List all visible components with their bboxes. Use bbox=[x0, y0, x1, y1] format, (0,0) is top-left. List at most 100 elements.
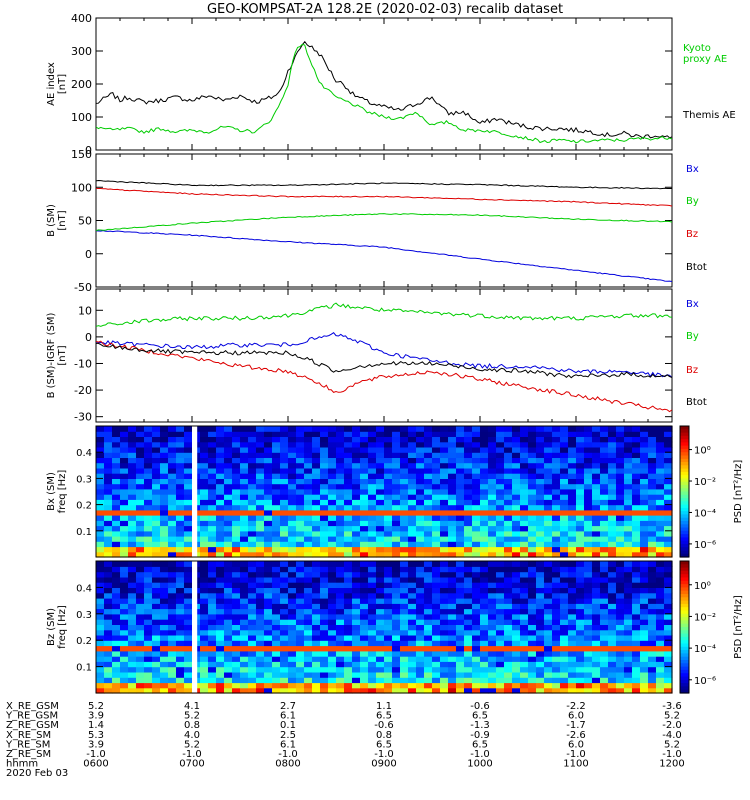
spectrogram-cell bbox=[312, 483, 321, 490]
spectrogram-cell bbox=[96, 587, 105, 594]
spectrogram-cell bbox=[456, 488, 465, 495]
spectrogram-cell bbox=[592, 608, 601, 615]
spectrogram-cell bbox=[184, 619, 193, 625]
spectrogram-cell bbox=[176, 619, 185, 625]
spectrogram-cell bbox=[304, 587, 313, 594]
spectrogram-cell bbox=[288, 478, 297, 485]
spectrogram-cell bbox=[360, 566, 369, 573]
spectrogram-cell bbox=[384, 452, 393, 458]
colorbar-segment bbox=[680, 521, 689, 525]
spectrogram-cell bbox=[208, 582, 217, 588]
spectrogram-cell bbox=[208, 447, 217, 453]
spectrogram-column bbox=[504, 561, 513, 694]
spectrogram-cell bbox=[168, 426, 177, 432]
spectrogram-cell bbox=[464, 483, 473, 490]
spectrogram-cell bbox=[432, 462, 441, 469]
spectrogram-cell bbox=[264, 650, 273, 657]
spectrogram-cell bbox=[336, 656, 345, 662]
spectrogram-cell bbox=[608, 536, 617, 542]
spectrogram-cell bbox=[552, 613, 561, 620]
spectrogram-cell bbox=[424, 457, 433, 464]
spectrogram-cell bbox=[232, 571, 241, 578]
spectrogram-cell bbox=[200, 478, 209, 485]
spectrogram-cell bbox=[312, 613, 321, 620]
spectrogram-cell bbox=[504, 515, 513, 521]
spectrogram-cell bbox=[320, 488, 329, 495]
spectrogram-cell bbox=[424, 671, 433, 678]
spectrogram-cell bbox=[288, 603, 297, 610]
spectrogram-cell bbox=[624, 561, 633, 567]
spectrogram-cell bbox=[352, 546, 361, 553]
spectrogram-cell bbox=[224, 499, 233, 506]
spectrogram-cell bbox=[248, 530, 257, 537]
spectrogram-column bbox=[392, 561, 401, 694]
spectrogram-column bbox=[200, 426, 209, 558]
spectrogram-cell bbox=[168, 666, 177, 673]
spectrogram-cell bbox=[248, 624, 257, 631]
spectrogram-cell bbox=[392, 613, 401, 620]
spectrogram-cell bbox=[320, 677, 329, 684]
spectrogram-cell bbox=[576, 592, 585, 599]
spectrogram-cell bbox=[416, 587, 425, 594]
spectrogram-cell bbox=[176, 452, 185, 458]
spectrogram-cell bbox=[232, 483, 241, 490]
spectrogram-cell bbox=[488, 536, 497, 542]
spectrogram-cell bbox=[264, 687, 273, 694]
spectrogram-cell bbox=[664, 546, 673, 553]
spectrogram-cell bbox=[232, 520, 241, 527]
spectrogram-cell bbox=[584, 687, 593, 694]
spectrogram-cell bbox=[640, 619, 649, 625]
spectrogram-cell bbox=[312, 603, 321, 610]
spectrogram-column bbox=[656, 426, 665, 558]
spectrogram-cell bbox=[608, 551, 617, 558]
y-tick-label: -30 bbox=[74, 411, 92, 424]
spectrogram-cell bbox=[312, 478, 321, 485]
spectrogram-cell bbox=[136, 592, 145, 599]
spectrogram-column bbox=[368, 561, 377, 694]
spectrogram-cell bbox=[392, 656, 401, 662]
spectrogram-cell bbox=[592, 520, 601, 527]
spectrogram-cell bbox=[512, 666, 521, 673]
spectrogram-cell bbox=[392, 687, 401, 694]
spectrogram-cell bbox=[96, 457, 105, 464]
spectrogram-cell bbox=[624, 431, 633, 437]
spectrogram-column bbox=[648, 561, 657, 694]
spectrogram-cell bbox=[184, 608, 193, 615]
spectrogram-cell bbox=[264, 515, 273, 521]
spectrogram-column bbox=[384, 426, 393, 558]
spectrogram-cell bbox=[616, 687, 625, 694]
spectrogram-cell bbox=[568, 566, 577, 573]
spectrogram-cell bbox=[344, 483, 353, 490]
spectrogram-cell bbox=[568, 447, 577, 453]
spectrogram-cell bbox=[344, 551, 353, 558]
spectrogram-cell bbox=[160, 536, 169, 542]
spectrogram-cell bbox=[160, 682, 169, 689]
spectrogram-cell bbox=[464, 494, 473, 500]
spectrogram-cell bbox=[176, 504, 185, 511]
spectrogram-cell bbox=[224, 551, 233, 558]
spectrogram-column bbox=[152, 561, 161, 694]
spectrogram-cell bbox=[648, 473, 657, 479]
spectrogram-cell bbox=[392, 525, 401, 532]
ephem-row: Z_RE_SM -1.0 -1.0 -1.0 -1.0 -1.0 -1.0 -1.0 bbox=[6, 749, 682, 760]
spectrogram-cell bbox=[448, 436, 457, 443]
spectrogram-cell bbox=[208, 619, 217, 625]
spectrogram-cell bbox=[560, 462, 569, 469]
ephem-value: 3.9 bbox=[88, 739, 104, 750]
spectrogram-column bbox=[544, 426, 553, 558]
spectrogram-cell bbox=[424, 536, 433, 542]
spectrogram-cell bbox=[128, 592, 137, 599]
spectrogram-cell bbox=[136, 426, 145, 432]
spectrogram-cell bbox=[360, 467, 369, 474]
colorbar-segment bbox=[680, 524, 689, 529]
spectrogram-cell bbox=[344, 603, 353, 610]
spectrogram-cell bbox=[120, 447, 129, 453]
spectrogram-cell bbox=[272, 551, 281, 558]
spectrogram-cell bbox=[208, 629, 217, 636]
spectrogram-cell bbox=[112, 483, 121, 490]
spectrogram-cell bbox=[520, 467, 529, 474]
spectrogram-cell bbox=[432, 467, 441, 474]
spectrogram-cell bbox=[112, 613, 121, 620]
spectrogram-cell bbox=[168, 598, 177, 604]
spectrogram-cell bbox=[384, 608, 393, 615]
